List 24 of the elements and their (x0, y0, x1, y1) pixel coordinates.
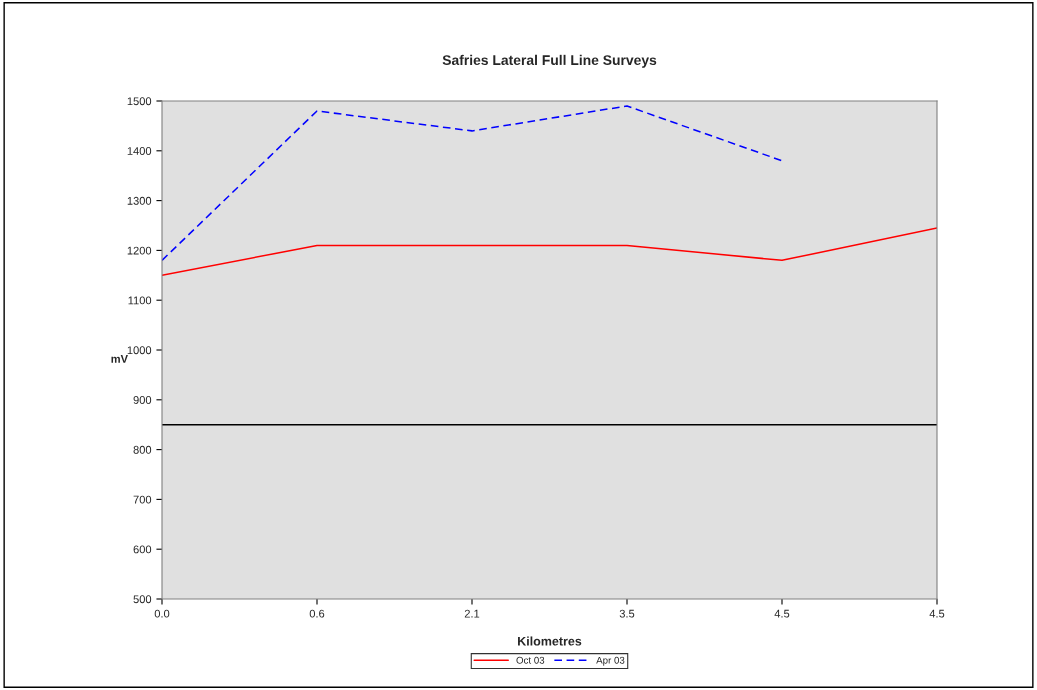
y-tick-label: 900 (133, 396, 152, 404)
x-tick-label: 0.6 (309, 609, 325, 618)
x-axis-title: Kilometres (518, 636, 582, 646)
y-tick-label: 500 (133, 595, 152, 604)
line-series (162, 105, 783, 262)
y-tick-label: 1000 (127, 346, 152, 355)
x-tick-label: 3.5 (619, 609, 635, 618)
line-series (162, 227, 937, 277)
x-tick-label: 4.5 (774, 609, 790, 618)
y-tick-label: 1400 (127, 147, 152, 155)
y-tick-label: 1500 (127, 97, 152, 106)
y-tick-label: 1300 (127, 196, 152, 205)
y-tick-label: 800 (133, 445, 152, 454)
y-axis-title: mV (111, 354, 128, 363)
chart-title: Safries Lateral Full Line Surveys (442, 54, 657, 68)
legend-label: Oct 03 (516, 656, 545, 664)
y-tick-label: 1200 (127, 246, 152, 255)
y-tick-label: 700 (133, 495, 152, 504)
x-tick-label: 0.0 (154, 609, 170, 618)
x-tick-label: 2.1 (464, 609, 480, 618)
y-tick-label: 1100 (128, 296, 152, 305)
legend-label: Apr 03 (596, 656, 625, 666)
x-tick-label: 4.5 (929, 609, 945, 618)
y-tick-label: 600 (133, 545, 152, 554)
